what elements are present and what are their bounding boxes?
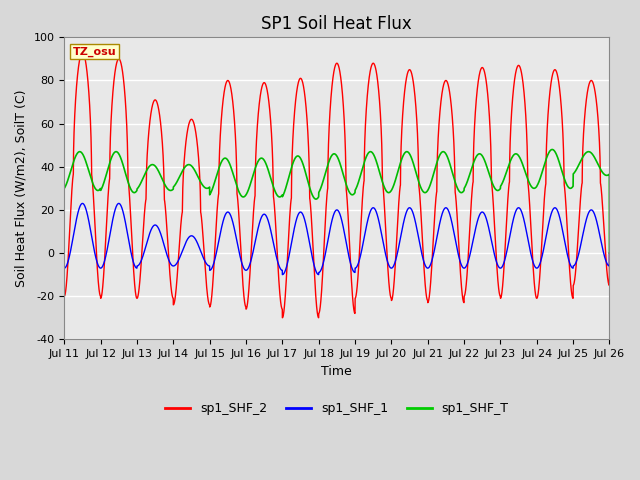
- sp1_SHF_T: [246, 184, 253, 190]
- Line: sp1_SHF_1: sp1_SHF_1: [64, 204, 609, 275]
- sp1_SHF_T: [60, 185, 68, 191]
- X-axis label: Time: Time: [321, 365, 352, 378]
- Line: sp1_SHF_T: sp1_SHF_T: [64, 149, 609, 253]
- sp1_SHF_T: [548, 146, 556, 152]
- sp1_SHF_1: [459, 264, 467, 270]
- sp1_SHF_2: [605, 250, 613, 256]
- sp1_SHF_2: [246, 276, 253, 282]
- sp1_SHF_1: [246, 262, 253, 268]
- sp1_SHF_1: [278, 272, 286, 277]
- sp1_SHF_T: [459, 189, 467, 195]
- sp1_SHF_2: [319, 275, 326, 280]
- sp1_SHF_1: [576, 246, 584, 252]
- sp1_SHF_T: [319, 181, 326, 187]
- sp1_SHF_T: [583, 149, 591, 155]
- sp1_SHF_1: [605, 250, 613, 256]
- sp1_SHF_T: [576, 160, 584, 166]
- sp1_SHF_1: [60, 265, 68, 271]
- sp1_SHF_2: [278, 315, 286, 321]
- Title: SP1 Soil Heat Flux: SP1 Soil Heat Flux: [262, 15, 412, 33]
- sp1_SHF_2: [474, 78, 482, 84]
- sp1_SHF_1: [79, 201, 86, 206]
- sp1_SHF_2: [79, 49, 86, 55]
- sp1_SHF_T: [605, 250, 613, 256]
- sp1_SHF_1: [583, 216, 591, 221]
- Text: TZ_osu: TZ_osu: [72, 47, 116, 57]
- sp1_SHF_2: [576, 204, 584, 210]
- sp1_SHF_2: [60, 293, 68, 299]
- sp1_SHF_1: [319, 263, 326, 269]
- sp1_SHF_2: [583, 95, 591, 100]
- Y-axis label: Soil Heat Flux (W/m2), SoilT (C): Soil Heat Flux (W/m2), SoilT (C): [15, 90, 28, 287]
- Line: sp1_SHF_2: sp1_SHF_2: [64, 52, 609, 318]
- Legend: sp1_SHF_2, sp1_SHF_1, sp1_SHF_T: sp1_SHF_2, sp1_SHF_1, sp1_SHF_T: [160, 397, 514, 420]
- sp1_SHF_1: [474, 216, 482, 221]
- sp1_SHF_T: [474, 152, 482, 157]
- sp1_SHF_2: [459, 297, 467, 302]
